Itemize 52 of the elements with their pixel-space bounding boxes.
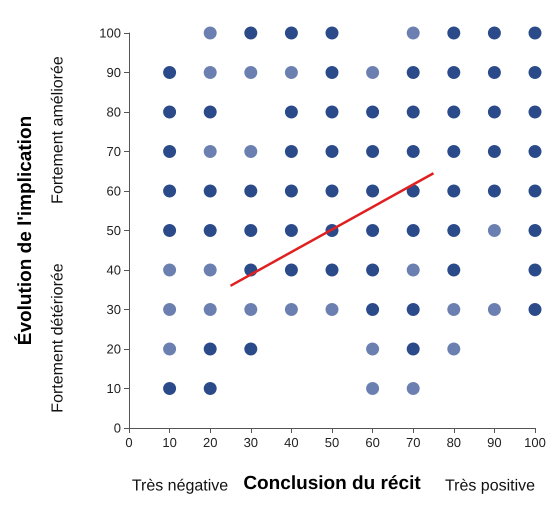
point <box>204 26 217 40</box>
point <box>488 224 501 237</box>
x-tick-label: 100 <box>524 435 546 450</box>
point <box>163 264 176 276</box>
point <box>406 26 420 40</box>
point <box>366 66 380 79</box>
point <box>284 303 298 316</box>
text: Fortement améliorée <box>50 56 66 204</box>
point <box>244 145 258 158</box>
x-tick-label: 30 <box>244 435 258 450</box>
point <box>326 303 338 316</box>
y-axis-title: Évolution de l'implication <box>14 116 36 346</box>
point <box>488 303 501 316</box>
y-tick-label: 40 <box>106 262 121 278</box>
x-tick-label: 90 <box>487 435 502 450</box>
x-tick-label: 0 <box>125 435 133 450</box>
y-tick-label: 60 <box>106 184 121 198</box>
point <box>284 66 298 79</box>
point <box>204 145 217 158</box>
x-tick-label: 20 <box>202 435 218 450</box>
point <box>204 264 217 276</box>
y-tick-label: 30 <box>106 302 121 317</box>
point <box>406 382 420 395</box>
y-tick-label: 100 <box>99 26 121 40</box>
y-tick-label: 20 <box>106 342 121 356</box>
point <box>406 264 420 276</box>
y-tick-label: 80 <box>106 104 121 120</box>
point <box>244 303 258 316</box>
text: Très négative <box>132 478 228 494</box>
y-tick-label: 50 <box>106 223 121 238</box>
x-tick-label: 10 <box>162 435 177 450</box>
point <box>447 342 460 356</box>
point <box>163 303 176 316</box>
point <box>163 342 176 356</box>
point <box>204 303 217 316</box>
point <box>447 303 460 316</box>
point <box>366 382 380 395</box>
y-tick-label: 90 <box>106 65 121 80</box>
text: Fortement détériorée <box>50 263 66 413</box>
x-tick-label: 80 <box>446 435 462 450</box>
x-tick-label: 60 <box>365 435 380 450</box>
y-tick-label: 0 <box>114 420 121 436</box>
y-tick-label: 70 <box>106 144 121 159</box>
x-tick-label: 50 <box>324 435 340 450</box>
point <box>204 66 217 79</box>
y-tick-label: 10 <box>106 381 121 396</box>
x-tick-label: 40 <box>284 435 299 450</box>
point <box>244 66 258 79</box>
x-tick-label: 70 <box>406 435 420 450</box>
text: Très positive <box>444 478 536 494</box>
point <box>366 342 380 356</box>
x-axis-title: Conclusion du récit <box>243 473 422 494</box>
